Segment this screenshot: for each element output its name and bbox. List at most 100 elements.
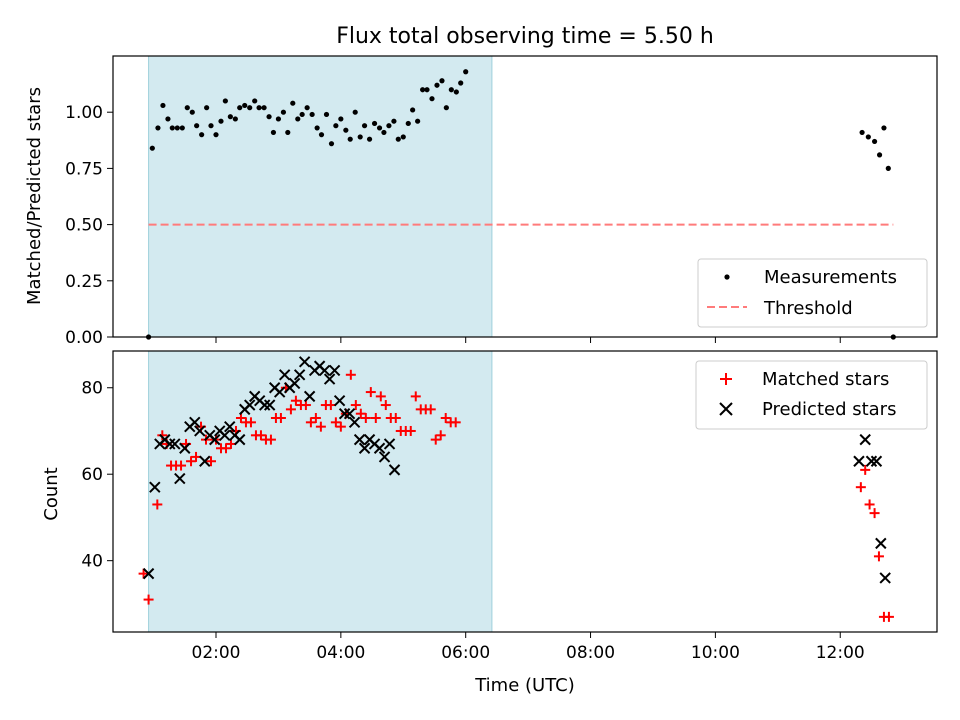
measurement-point — [174, 125, 180, 131]
measurement-point — [453, 89, 459, 95]
measurement-point — [189, 109, 195, 115]
top-y-tick-label: 0.25 — [65, 272, 103, 292]
bottom-x-tick-label: 06:00 — [441, 643, 490, 663]
measurement-point — [194, 123, 200, 129]
measurement-point — [420, 87, 426, 93]
measurement-point — [227, 114, 233, 120]
measurement-point — [338, 116, 344, 122]
measurement-point — [242, 102, 248, 109]
measurement-point — [415, 118, 421, 124]
measurement-point — [299, 111, 305, 118]
matched-star-point — [405, 425, 416, 436]
top-legend-box — [697, 258, 928, 328]
matched-star-point — [310, 413, 321, 424]
measurement-point — [328, 141, 335, 147]
measurement-point — [290, 100, 296, 106]
measurement-point — [266, 114, 272, 120]
measurement-point — [361, 123, 368, 129]
predicted-star-point — [348, 416, 361, 429]
predicted-star-point — [378, 451, 391, 463]
measurement-point — [184, 105, 190, 111]
measurement-point — [434, 82, 440, 88]
legend-predicted-label: Predicted stars — [762, 399, 896, 420]
bottom-plot-frame — [112, 350, 938, 633]
matched-star-point — [390, 413, 401, 424]
predicted-star-point — [853, 455, 865, 467]
measurement-point — [448, 87, 454, 93]
predicted-star-point — [209, 433, 221, 446]
measurement-point — [218, 118, 224, 124]
top-y-tick-label: 0.50 — [65, 216, 103, 236]
matched-star-point — [157, 430, 168, 441]
measurement-point — [865, 134, 871, 140]
bottom-x-tick-label: 12:00 — [816, 643, 865, 663]
predicted-star-point — [273, 386, 286, 398]
matched-star-point — [375, 391, 386, 402]
measurement-point — [252, 98, 258, 104]
measurement-point — [213, 132, 219, 138]
predicted-star-point — [179, 442, 191, 454]
matched-star-point — [285, 404, 296, 415]
matched-star-point — [245, 417, 256, 428]
measurement-point — [443, 105, 449, 111]
chart-title: Flux total observing time = 5.50 h — [336, 24, 714, 49]
bottom-y-tick-label: 40 — [81, 552, 103, 572]
measurement-point — [400, 134, 406, 140]
matched-star-point — [138, 568, 149, 579]
predicted-star-point — [288, 377, 301, 390]
measurement-point — [881, 125, 887, 131]
predicted-star-point — [278, 369, 291, 381]
top-observing-span — [148, 56, 492, 337]
measurement-point — [309, 111, 315, 118]
bottom-y-tick-label: 80 — [81, 379, 103, 399]
matched-star-point — [370, 413, 381, 424]
measurement-point — [424, 87, 430, 93]
predicted-star-point — [224, 420, 236, 433]
measurement-point — [204, 105, 210, 111]
legend-measurements-marker — [724, 274, 730, 280]
measurement-point — [323, 111, 330, 118]
predicted-star-point — [373, 442, 386, 454]
predicted-star-point — [875, 537, 887, 550]
legend-threshold-label: Threshold — [763, 298, 853, 319]
measurement-point — [871, 138, 878, 145]
predicted-star-point — [388, 464, 401, 476]
bottom-observing-span — [148, 351, 492, 632]
measurement-point — [318, 132, 325, 138]
measurement-point — [149, 145, 155, 151]
predicted-star-point — [333, 395, 346, 407]
predicted-star-point — [328, 364, 341, 377]
matched-star-point — [410, 391, 421, 402]
measurement-point — [352, 109, 358, 115]
measurement-point — [261, 105, 267, 111]
matched-star-point — [435, 430, 446, 441]
measurement-point — [371, 120, 378, 127]
matched-star-point — [855, 482, 866, 493]
measurement-point — [247, 105, 253, 111]
predicted-star-point — [353, 433, 366, 446]
measurement-point — [179, 125, 185, 131]
measurement-point — [391, 118, 397, 124]
measurement-point — [885, 165, 891, 171]
bottom-legend-box — [695, 360, 928, 430]
predicted-star-point — [189, 416, 201, 429]
measurement-point — [169, 125, 175, 131]
measurement-point — [160, 102, 166, 109]
matched-star-point — [360, 413, 371, 424]
measurement-point — [386, 123, 392, 129]
top-y-tick-label: 0.00 — [65, 328, 103, 348]
measurement-point — [343, 127, 349, 133]
measurement-point — [395, 136, 401, 142]
predicted-star-point — [343, 407, 356, 420]
predicted-star-point — [338, 407, 351, 420]
predicted-star-point — [263, 399, 276, 411]
predicted-star-point — [318, 364, 331, 377]
predicted-star-point — [234, 433, 246, 446]
top-y-tick-label: 0.75 — [65, 159, 103, 179]
matched-star-point — [864, 499, 875, 510]
matched-star-point — [450, 417, 461, 428]
top-plot: 0.00 0.25 0.50 0.75 1.00 Matched/Predicted s… — [24, 55, 938, 348]
measurement-point — [876, 152, 883, 158]
legend-measurements-label: Measurements — [764, 267, 897, 288]
